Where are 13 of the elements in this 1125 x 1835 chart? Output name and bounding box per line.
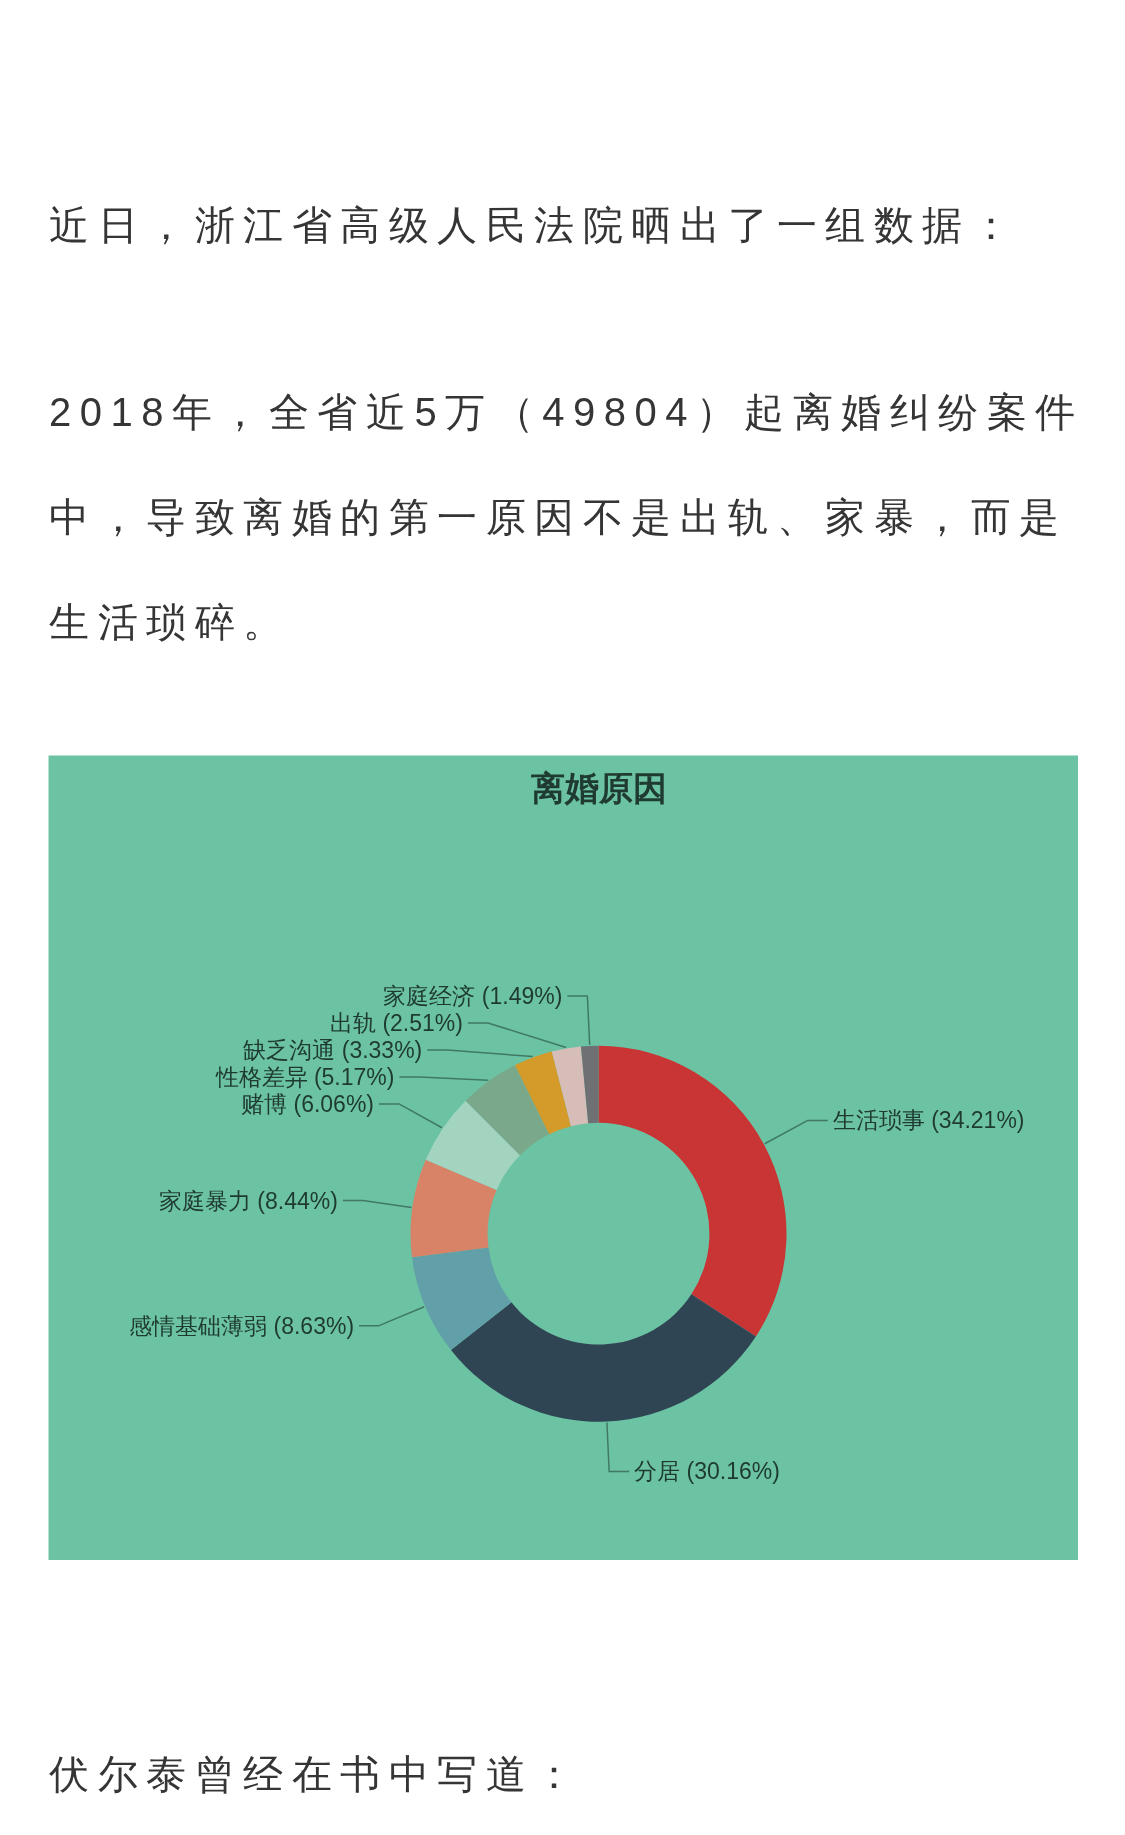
chart-title: 离婚原因 [530, 768, 667, 807]
slice-label: 家庭经济 (1.49%) [383, 982, 563, 1009]
slice-label: 分居 (30.16%) [634, 1458, 780, 1485]
slice-label: 出轨 (2.51%) [330, 1009, 463, 1036]
slice-label: 性格差异 (5.17%) [214, 1063, 395, 1090]
slice-label: 生活琐事 (34.21%) [832, 1107, 1025, 1134]
text: 2018年，全省近5万（49804）起离婚纠纷案件中，导致离婚的第一原因不是出轨、家暴，而是生活琐碎。 [49, 390, 1084, 644]
text: 近日，浙江省高级人民法院晒出了一组数据： [49, 202, 1020, 249]
slice-label: 缺乏沟通 (3.33%) [243, 1036, 423, 1063]
slice-label: 家庭暴力 (8.44%) [158, 1187, 338, 1214]
text: 伏尔泰曾经在书中写道： [49, 1751, 584, 1798]
slice-label: 赌博 (6.06%) [241, 1090, 375, 1117]
slice-label: 感情基础薄弱 (8.63%) [129, 1312, 355, 1339]
